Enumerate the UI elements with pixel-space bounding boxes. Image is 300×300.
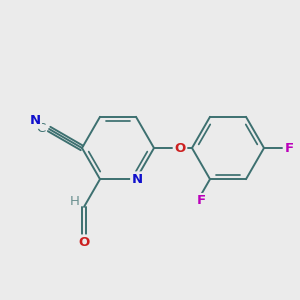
Text: O: O <box>78 236 90 249</box>
Text: O: O <box>174 142 186 154</box>
Text: C: C <box>37 122 46 134</box>
Text: F: F <box>284 142 294 154</box>
Text: H: H <box>70 195 80 208</box>
Text: N: N <box>30 115 41 128</box>
Text: F: F <box>196 194 206 207</box>
Text: N: N <box>131 173 142 186</box>
